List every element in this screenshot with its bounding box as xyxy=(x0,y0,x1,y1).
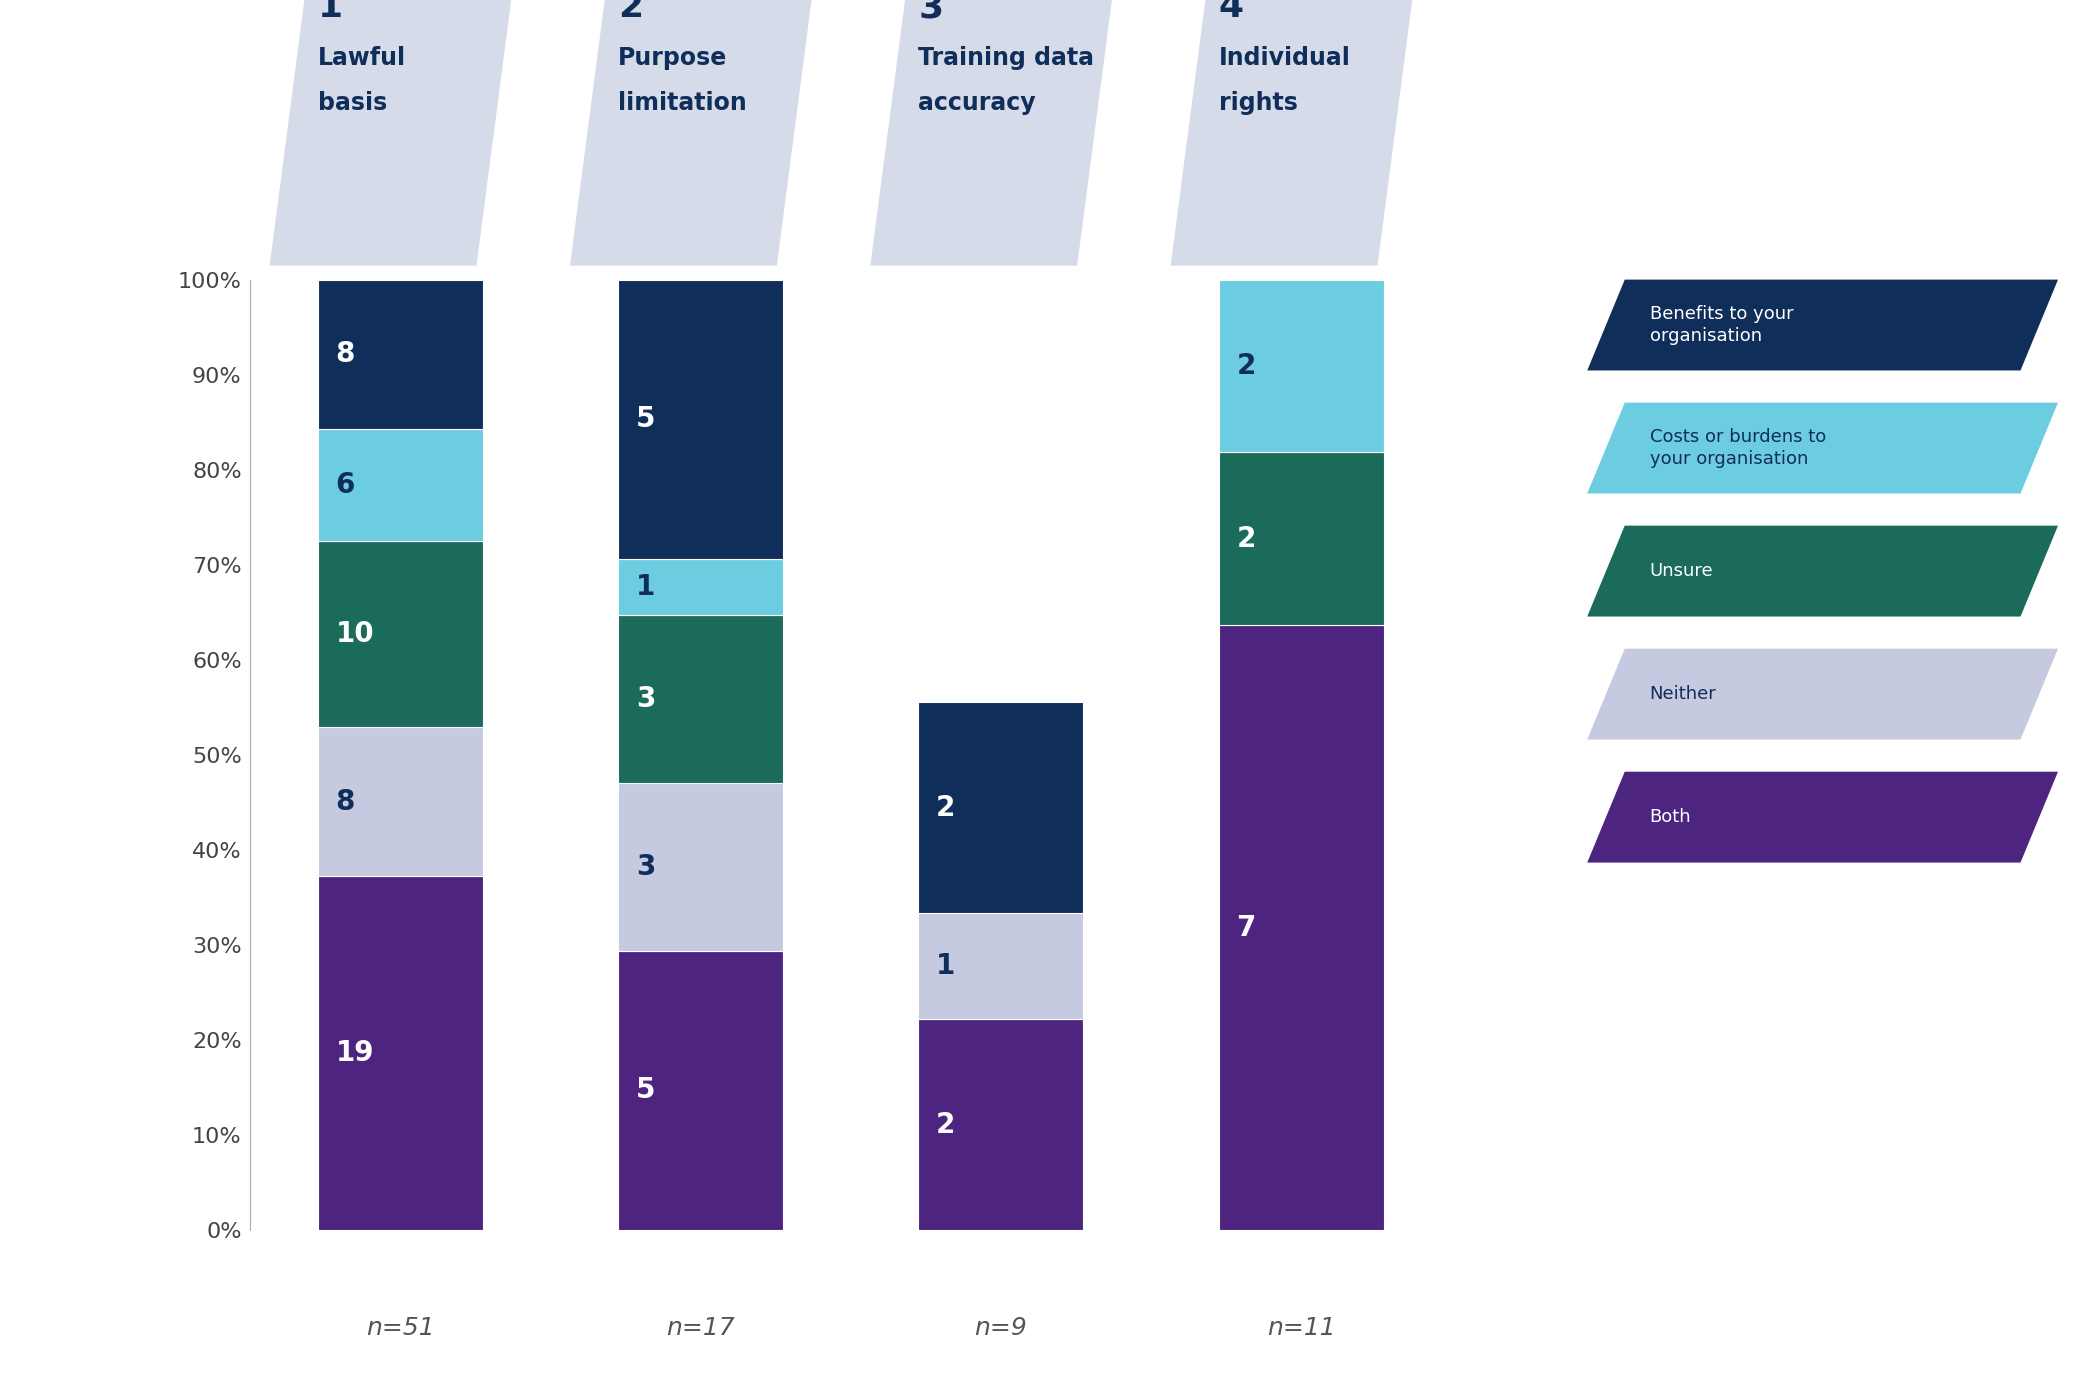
Text: 2: 2 xyxy=(1237,352,1256,380)
Bar xyxy=(317,280,483,429)
Text: 2: 2 xyxy=(1237,524,1256,552)
Text: rights: rights xyxy=(1219,91,1298,115)
Bar xyxy=(317,877,483,1230)
Text: 6: 6 xyxy=(335,471,354,499)
Text: limitation: limitation xyxy=(619,91,746,115)
Text: n=17: n=17 xyxy=(667,1316,735,1339)
Bar xyxy=(619,951,783,1230)
Text: 1: 1 xyxy=(317,0,344,24)
Bar xyxy=(1219,453,1383,625)
Bar xyxy=(919,702,1083,913)
Text: 1: 1 xyxy=(635,573,656,601)
Bar xyxy=(317,541,483,727)
Text: 8: 8 xyxy=(335,787,354,815)
Text: Purpose: Purpose xyxy=(619,46,727,70)
Text: Unsure: Unsure xyxy=(1650,562,1714,580)
Text: 2: 2 xyxy=(935,1110,956,1138)
Text: Both: Both xyxy=(1650,808,1691,826)
Text: 7: 7 xyxy=(1237,914,1256,942)
Text: 3: 3 xyxy=(635,853,656,881)
Text: n=11: n=11 xyxy=(1266,1316,1335,1339)
Bar xyxy=(619,615,783,783)
Text: Neither: Neither xyxy=(1650,685,1716,703)
Text: 3: 3 xyxy=(635,685,656,713)
Bar xyxy=(919,913,1083,1019)
Bar xyxy=(619,559,783,615)
Bar xyxy=(919,1019,1083,1230)
Text: n=9: n=9 xyxy=(975,1316,1027,1339)
Bar xyxy=(317,429,483,541)
Text: Training data: Training data xyxy=(919,46,1094,70)
Text: Costs or burdens to
your organisation: Costs or burdens to your organisation xyxy=(1650,428,1827,468)
Text: Individual: Individual xyxy=(1219,46,1350,70)
Text: Lawful: Lawful xyxy=(317,46,406,70)
Bar xyxy=(1219,625,1383,1230)
Text: 2: 2 xyxy=(935,794,956,822)
Text: 8: 8 xyxy=(335,340,354,368)
Text: 5: 5 xyxy=(635,1076,656,1104)
Text: 5: 5 xyxy=(635,405,656,433)
Text: 2: 2 xyxy=(619,0,644,24)
Text: n=51: n=51 xyxy=(367,1316,435,1339)
Text: 1: 1 xyxy=(935,952,956,980)
Text: accuracy: accuracy xyxy=(919,91,1035,115)
Text: 10: 10 xyxy=(335,619,375,647)
Bar xyxy=(317,727,483,877)
Text: 4: 4 xyxy=(1219,0,1244,24)
Text: 19: 19 xyxy=(335,1039,375,1067)
Bar xyxy=(619,280,783,559)
Text: 3: 3 xyxy=(919,0,944,24)
Text: basis: basis xyxy=(317,91,387,115)
Bar xyxy=(1219,280,1383,453)
Text: Benefits to your
organisation: Benefits to your organisation xyxy=(1650,305,1793,345)
Bar xyxy=(619,783,783,951)
